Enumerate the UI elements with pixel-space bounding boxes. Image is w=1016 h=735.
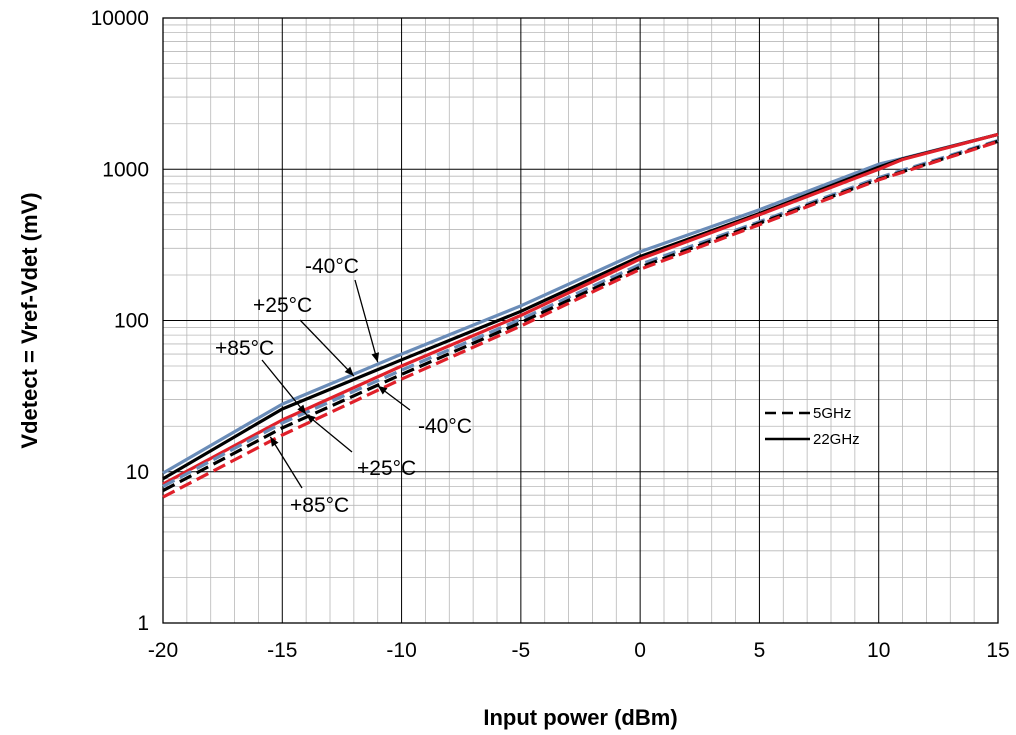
annotation-label: +25°C <box>357 457 416 480</box>
annotation-arrow <box>305 413 353 453</box>
y-tick-label: 100 <box>114 310 149 333</box>
legend-label-22ghz: 22GHz <box>813 431 860 448</box>
annotation-arrow <box>354 279 379 363</box>
annotation-arrowhead <box>297 404 307 415</box>
y-tick-label: 1000 <box>102 158 149 181</box>
series-line <box>162 140 999 499</box>
x-tick-label: 10 <box>867 639 890 662</box>
x-tick-label: 15 <box>986 639 1009 662</box>
x-tick-label: 5 <box>754 639 766 662</box>
legend: 5GHz 22GHz <box>765 405 860 448</box>
y-axis-ticks: 1 10 100 1000 10000 <box>91 7 149 635</box>
x-axis-label: Input power (dBm) <box>483 705 677 730</box>
y-tick-label: 10 <box>126 461 149 484</box>
annotation-arrowhead <box>270 436 279 447</box>
annotation-arrowhead <box>377 385 388 395</box>
x-tick-label: -10 <box>386 639 416 662</box>
x-tick-label: -5 <box>512 639 531 662</box>
annotation-label: -40°C <box>418 415 472 438</box>
annotations: -40°C+25°C+85°C-40°C+25°C+85°C <box>215 255 472 517</box>
annotation-label: +85°C <box>290 494 349 517</box>
annotation-arrow <box>261 359 307 415</box>
y-axis-label: Vdetect = Vref-Vdet (mV) <box>17 192 42 448</box>
series-layer <box>162 132 999 499</box>
annotation-label: +85°C <box>215 337 274 360</box>
annotation-arrowhead <box>371 352 380 363</box>
x-axis-ticks: -20 -15 -10 -5 0 5 10 15 <box>148 639 1010 662</box>
annotation-arrow <box>299 319 355 377</box>
series-line <box>162 138 999 488</box>
series-line <box>162 132 999 486</box>
y-tick-label: 10000 <box>91 7 149 30</box>
x-tick-label: 0 <box>634 639 646 662</box>
legend-label-5ghz: 5GHz <box>813 405 851 422</box>
x-tick-label: -15 <box>267 639 297 662</box>
annotation-label: +25°C <box>253 294 312 317</box>
annotation-label: -40°C <box>305 255 359 278</box>
x-tick-label: -20 <box>148 639 178 662</box>
annotation-arrowhead <box>306 414 316 424</box>
y-tick-label: 1 <box>137 612 149 635</box>
annotation-arrowhead <box>344 366 354 376</box>
annotation-arrow <box>269 436 303 489</box>
plot-area <box>162 17 999 624</box>
